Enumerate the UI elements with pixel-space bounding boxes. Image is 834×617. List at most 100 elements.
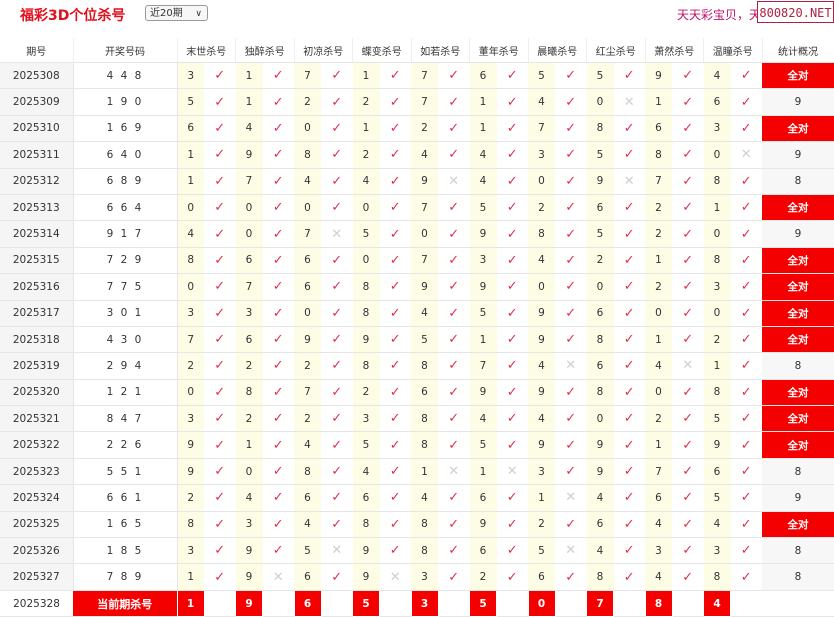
check-icon: ✓	[321, 115, 353, 143]
kill-number: 3	[411, 563, 438, 591]
check-icon: ✓	[496, 431, 528, 459]
kill-number: 7	[411, 194, 438, 222]
kill-number: 6	[411, 379, 438, 407]
period-select[interactable]: 近20期 ∨	[145, 5, 208, 21]
check-icon: ✓	[262, 168, 294, 195]
check-icon: ✓	[730, 563, 762, 591]
check-icon: ✓	[262, 141, 294, 169]
kill-number: 0	[352, 194, 380, 222]
check-icon: ✓	[438, 511, 470, 539]
cross-icon: ✕	[555, 484, 587, 512]
page-title: 福彩3D个位杀号	[20, 8, 126, 24]
kill-number: 7	[469, 352, 497, 380]
check-icon: ✓	[672, 405, 704, 433]
current-kill-number: 7	[586, 589, 614, 617]
stat-summary: 全对	[762, 115, 834, 143]
kill-number: 9	[586, 168, 614, 195]
check-icon: ✓	[321, 484, 353, 512]
kill-number: 8	[411, 511, 438, 539]
current-kill-number: 4	[703, 589, 731, 617]
issue-number: 2025321	[0, 405, 74, 433]
column-header: 晨曦杀号	[528, 38, 587, 63]
issue-number: 2025323	[0, 458, 74, 486]
kill-number: 4	[645, 563, 672, 591]
kill-number: 1	[645, 326, 672, 354]
empty-cell	[262, 590, 294, 617]
kill-number: 8	[411, 405, 438, 433]
kill-number: 6	[645, 484, 672, 512]
draw-number: 4 4 8	[73, 62, 178, 90]
kill-number: 8	[352, 300, 380, 327]
kill-number: 7	[294, 62, 321, 90]
issue-number: 2025320	[0, 379, 74, 407]
check-icon: ✓	[204, 484, 236, 512]
kill-number: 6	[294, 563, 321, 591]
check-icon: ✓	[672, 194, 704, 222]
check-icon: ✓	[672, 563, 704, 591]
check-icon: ✓	[496, 326, 528, 354]
check-icon: ✓	[262, 352, 294, 380]
kill-number: 1	[411, 458, 438, 486]
kill-number: 7	[235, 168, 263, 195]
check-icon: ✓	[379, 300, 411, 327]
kill-number: 4	[528, 88, 555, 116]
check-icon: ✓	[204, 405, 236, 433]
kill-number: 1	[235, 88, 263, 116]
chevron-down-icon: ∨	[195, 9, 202, 19]
check-icon: ✓	[496, 352, 528, 380]
kill-number: 4	[411, 141, 438, 169]
table-row: 2025313 6 6 4 0 ✓ 0 ✓ 0 ✓ 0 ✓ 7 ✓ 5 ✓ 2 ✓ 6 ✓ 2 ✓ 1 ✓ 全对	[0, 194, 834, 222]
empty-cell	[672, 590, 704, 617]
check-icon: ✓	[730, 115, 762, 143]
kill-number: 0	[235, 458, 263, 486]
kill-number: 7	[411, 247, 438, 275]
kill-number: 1	[645, 247, 672, 275]
kill-number: 5	[528, 62, 555, 90]
check-icon: ✓	[438, 326, 470, 354]
issue-number: 2025309	[0, 88, 74, 116]
kill-number: 5	[703, 405, 731, 433]
check-icon: ✓	[496, 62, 528, 90]
kill-number: 9	[528, 431, 555, 459]
draw-number: 1 6 9	[73, 115, 178, 143]
brand-logo[interactable]: 800820.NET	[757, 1, 834, 23]
check-icon: ✓	[262, 247, 294, 275]
issue-number: 2025313	[0, 194, 74, 222]
check-icon: ✓	[613, 379, 645, 407]
kill-number: 4	[294, 511, 321, 539]
kill-number: 2	[294, 405, 321, 433]
kill-number: 0	[703, 300, 731, 327]
kill-number: 9	[528, 326, 555, 354]
table-row: 2025326 1 8 5 3 ✓ 9 ✓ 5 ✕ 9 ✓ 8 ✓ 6 ✓ 5 ✕ 4 ✓ 3 ✓ 3 ✓ 8	[0, 537, 834, 565]
check-icon: ✓	[379, 168, 411, 195]
kill-number: 3	[177, 537, 204, 565]
check-icon: ✓	[496, 115, 528, 143]
kill-number: 2	[352, 141, 380, 169]
table-row: 2025327 7 8 9 1 ✓ 9 ✕ 6 ✓ 9 ✕ 3 ✓ 2 ✓ 6 ✓ 8 ✓ 4 ✓ 8 ✓ 8	[0, 563, 834, 591]
kill-number-table: 期号 开奖号码 末世杀号 独醉杀号 初凉杀号 蝶变杀号 如若杀号 董年杀号 晨曦杀号 红尘杀号 萧然…	[0, 38, 834, 617]
check-icon: ✓	[262, 326, 294, 354]
kill-number: 2	[645, 220, 672, 248]
kill-number: 0	[352, 247, 380, 275]
table-row: 2025311 6 4 0 1 ✓ 9 ✓ 8 ✓ 2 ✓ 4 ✓ 4 ✓ 3 ✓ 5 ✓ 8 ✓ 0 ✕ 9	[0, 141, 834, 169]
check-icon: ✓	[379, 115, 411, 143]
check-icon: ✓	[438, 352, 470, 380]
stat-summary: 全对	[762, 511, 834, 539]
kill-number: 3	[177, 300, 204, 327]
check-icon: ✓	[379, 379, 411, 407]
check-icon: ✓	[672, 484, 704, 512]
stat-summary: 9	[762, 141, 834, 169]
issue-number: 2025318	[0, 326, 74, 354]
check-icon: ✓	[262, 273, 294, 301]
table-row: 2025314 9 1 7 4 ✓ 0 ✓ 7 ✕ 5 ✓ 0 ✓ 9 ✓ 8 ✓ 5 ✓ 2 ✓ 0 ✓ 9	[0, 220, 834, 248]
kill-number: 9	[352, 563, 380, 591]
kill-number: 9	[703, 431, 731, 459]
check-icon: ✓	[730, 458, 762, 486]
kill-number: 5	[469, 431, 497, 459]
check-icon: ✓	[204, 537, 236, 565]
issue-number: 2025326	[0, 537, 74, 565]
cross-icon: ✕	[555, 352, 587, 380]
check-icon: ✓	[672, 168, 704, 195]
kill-number: 1	[177, 168, 204, 195]
table-row: 2025317 3 0 1 3 ✓ 3 ✓ 0 ✓ 8 ✓ 4 ✓ 5 ✓ 9 ✓ 6 ✓ 0 ✓ 0 ✓ 全对	[0, 300, 834, 327]
